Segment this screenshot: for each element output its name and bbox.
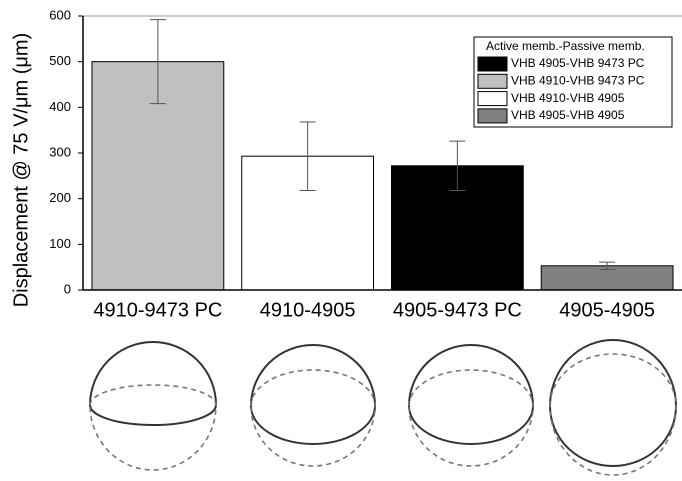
legend-label: VHB 4910-VHB 4905 bbox=[511, 91, 625, 105]
legend-swatch bbox=[478, 74, 507, 88]
y-tick-label: 0 bbox=[64, 281, 71, 296]
sphere bbox=[251, 345, 375, 466]
chart: Displacement @ 75 V/μm (μm) 0 100 200 300 40… bbox=[0, 0, 682, 481]
legend-swatch bbox=[478, 57, 507, 71]
x-tick-label: 4910-4905 bbox=[260, 299, 356, 321]
y-tick-label: 200 bbox=[49, 190, 71, 205]
legend-label: VHB 4905-VHB 9473 PC bbox=[511, 56, 645, 70]
sphere bbox=[409, 345, 533, 466]
legend-swatch bbox=[478, 109, 507, 123]
x-tick-label: 4905-4905 bbox=[559, 299, 655, 321]
legend-label: VHB 4910-VHB 9473 PC bbox=[511, 73, 645, 87]
legend-title: Active memb.-Passive memb. bbox=[486, 39, 645, 53]
y-tick-label: 300 bbox=[49, 144, 71, 159]
y-tick-label: 400 bbox=[49, 99, 71, 114]
legend-swatch bbox=[478, 92, 507, 106]
sphere-diagrams bbox=[90, 340, 676, 475]
y-axis-label: Displacement @ 75 V/μm (μm) bbox=[10, 33, 32, 308]
sphere bbox=[90, 342, 216, 470]
x-tick-label: 4910-9473 PC bbox=[93, 299, 222, 321]
y-tick-label: 600 bbox=[49, 7, 71, 22]
x-tick-label: 4905-9473 PC bbox=[393, 299, 522, 321]
sphere bbox=[550, 340, 676, 475]
y-tick-label: 100 bbox=[49, 236, 71, 251]
legend-label: VHB 4905-VHB 4905 bbox=[511, 108, 625, 122]
y-tick-label: 500 bbox=[49, 53, 71, 68]
